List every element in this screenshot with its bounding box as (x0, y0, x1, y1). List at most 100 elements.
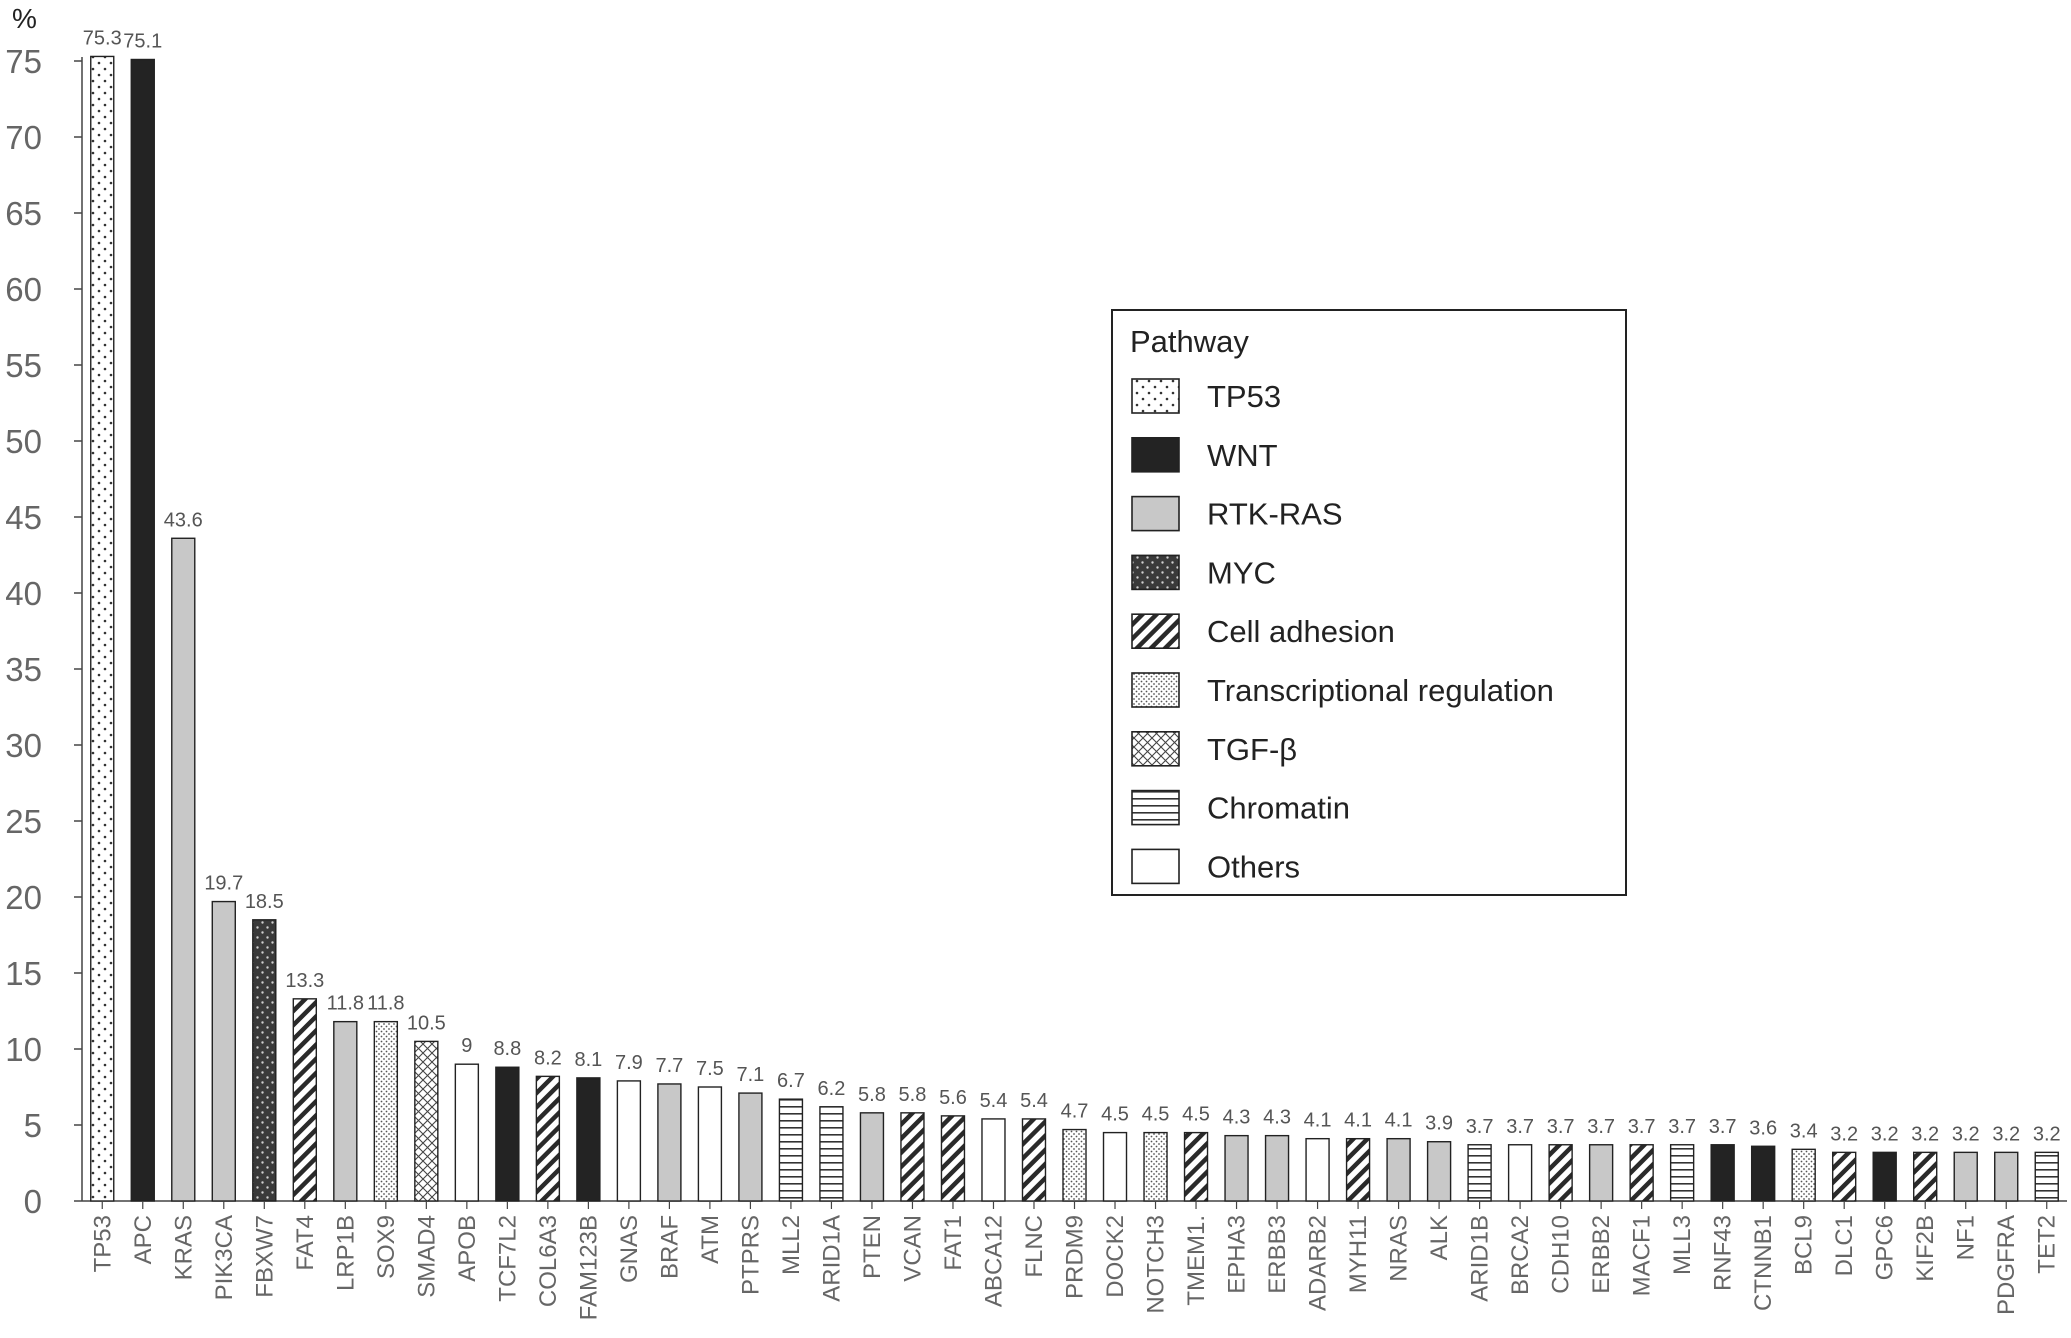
bar-vcan (900, 1112, 925, 1202)
bar-group-kras: 43.6 KRAS (164, 509, 203, 1280)
data-label-tcf7l2: 8.8 (493, 1038, 521, 1060)
bar-flnc (1021, 1118, 1047, 1202)
bar-group-atm: 7.5 ATM (696, 1058, 724, 1264)
x-tick-label-brca2: BRCA2 (1507, 1215, 1534, 1295)
x-tick-label-alk: ALK (1426, 1215, 1453, 1260)
bar-group-adarb2: 4.1 ADARB2 (1304, 1110, 1332, 1311)
bar-tmem1 (1183, 1131, 1209, 1202)
x-tick-label-tp53: TP53 (89, 1215, 116, 1272)
x-tick-label-kif2b: KIF2B (1912, 1215, 1939, 1282)
data-label-fam123b: 8.1 (574, 1049, 602, 1071)
x-tick-label-smad4: SMAD4 (413, 1215, 440, 1298)
bar-group-notch3: 4.5 NOTCH3 (1142, 1104, 1170, 1314)
y-axis-unit-label: % (12, 3, 37, 34)
bar-mll3 (1669, 1144, 1695, 1202)
bar-group-fbxw7: 18.5 FBXW7 (245, 891, 284, 1298)
bar-brca2 (1507, 1144, 1533, 1202)
legend-label-myc: MYC (1207, 555, 1276, 590)
bar-group-rnf43: 3.7 RNF43 (1709, 1116, 1737, 1291)
bar-group-tp53: 75.3 TP53 (83, 27, 122, 1272)
x-tick-label-macf1: MACF1 (1629, 1215, 1656, 1296)
legend-item-wnt: WNT (1131, 436, 1278, 473)
y-tick-label: 20 (5, 879, 42, 916)
bar-nf1 (1953, 1151, 1978, 1202)
x-tick-label-ptprs: PTPRS (737, 1215, 764, 1295)
bar-bcl9 (1791, 1148, 1816, 1202)
data-label-mll3: 3.7 (1668, 1116, 1696, 1138)
bar-nras (1386, 1137, 1411, 1202)
legend-swatch-chromatin (1131, 789, 1180, 826)
x-tick-label-arid1b: ARID1B (1467, 1215, 1494, 1302)
legend-swatch-rtk-ras (1131, 495, 1180, 532)
bar-tcf7l2 (495, 1066, 520, 1202)
bar-ptprs (738, 1092, 763, 1202)
legend-label-tgf: TGF-β (1207, 732, 1297, 767)
legend-label-chromatin: Chromatin (1207, 791, 1350, 826)
data-label-ctnnb1: 3.6 (1749, 1117, 1777, 1139)
legend-swatch-others (1131, 848, 1180, 885)
data-label-sox9: 11.8 (367, 993, 404, 1015)
y-tick-label: 70 (5, 119, 42, 156)
data-label-arid1b: 3.7 (1466, 1116, 1494, 1138)
x-tick-label-fat4: FAT4 (292, 1215, 319, 1271)
bar-group-tcf7l2: 8.8 TCF7L2 (493, 1038, 521, 1301)
data-label-apob: 9 (461, 1035, 472, 1057)
x-tick-label-atm: ATM (697, 1215, 724, 1264)
x-tick-label-dlc1: DLC1 (1831, 1215, 1858, 1276)
data-label-col6a3: 8.2 (534, 1047, 562, 1069)
bar-lrp1b (333, 1020, 358, 1202)
bar-tet2 (2034, 1151, 2059, 1202)
x-tick-label-tcf7l2: TCF7L2 (494, 1215, 521, 1302)
bar-group-gpc6: 3.2 GPC6 (1871, 1123, 1899, 1280)
y-tick-label: 60 (5, 271, 42, 308)
bar-pik3ca (211, 900, 236, 1202)
data-label-bcl9: 3.4 (1790, 1120, 1818, 1142)
bar-group-flnc: 5.4 FLNC (1020, 1090, 1048, 1278)
bar-atm (697, 1086, 723, 1202)
x-tick-label-fam123b: FAM123B (575, 1215, 602, 1320)
bar-group-pten: 5.8 PTEN (858, 1084, 886, 1279)
y-tick-label: 45 (5, 499, 42, 536)
data-label-gpc6: 3.2 (1871, 1123, 1899, 1145)
data-label-alk: 3.9 (1425, 1113, 1453, 1135)
bars: 75.3 TP53 75.1 APC 43.6 KRAS 19.7 PIK3CA 18.5 FBX… (83, 27, 2061, 1320)
bar-rnf43 (1710, 1144, 1735, 1202)
y-tick-label: 5 (24, 1107, 42, 1144)
x-tick-label-mll2: MLL2 (778, 1215, 805, 1275)
y-tick-label: 0 (24, 1183, 42, 1220)
data-label-ptprs: 7.1 (737, 1064, 765, 1086)
bar-group-brca2: 3.7 BRCA2 (1506, 1116, 1534, 1295)
bar-alk (1426, 1141, 1452, 1202)
x-tick-label-lrp1b: LRP1B (332, 1215, 359, 1291)
bar-apc (130, 58, 155, 1202)
bar-group-erbb3: 4.3 ERBB3 (1263, 1107, 1291, 1294)
bar-arid1b (1467, 1144, 1492, 1202)
y-tick-label: 10 (5, 1031, 42, 1068)
data-label-pten: 5.8 (858, 1084, 886, 1106)
legend-label-others: Others (1207, 849, 1300, 884)
x-tick-label-arid1a: ARID1A (818, 1215, 845, 1302)
bar-group-macf1: 3.7 MACF1 (1628, 1116, 1656, 1297)
x-tick-label-kras: KRAS (170, 1215, 197, 1280)
bar-smad4 (414, 1040, 439, 1202)
x-tick-label-vcan: VCAN (899, 1215, 926, 1282)
y-axis: 0 5 10 15 20 25 30 35 40 45 50 55 60 65 70 75% (5, 3, 2067, 1220)
data-label-atm: 7.5 (696, 1058, 724, 1080)
bar-kras (171, 537, 196, 1202)
data-label-myh11: 4.1 (1344, 1110, 1372, 1132)
data-label-flnc: 5.4 (1020, 1090, 1048, 1112)
data-label-adarb2: 4.1 (1304, 1110, 1332, 1132)
y-tick-label: 30 (5, 727, 42, 764)
bar-fat1 (940, 1115, 966, 1202)
bar-notch3 (1143, 1131, 1168, 1202)
legend-label-cell-adhesion: Cell adhesion (1207, 614, 1395, 649)
bar-group-apc: 75.1 APC (123, 30, 162, 1264)
bar-kif2b (1913, 1151, 1938, 1202)
data-label-pik3ca: 19.7 (204, 873, 243, 895)
bar-group-abca12: 5.4 ABCA12 (980, 1090, 1008, 1307)
bar-gpc6 (1872, 1151, 1897, 1202)
x-tick-label-nf1: NF1 (1953, 1215, 1980, 1260)
x-tick-label-bcl9: BCL9 (1791, 1215, 1818, 1275)
bar-arid1a (819, 1106, 844, 1202)
